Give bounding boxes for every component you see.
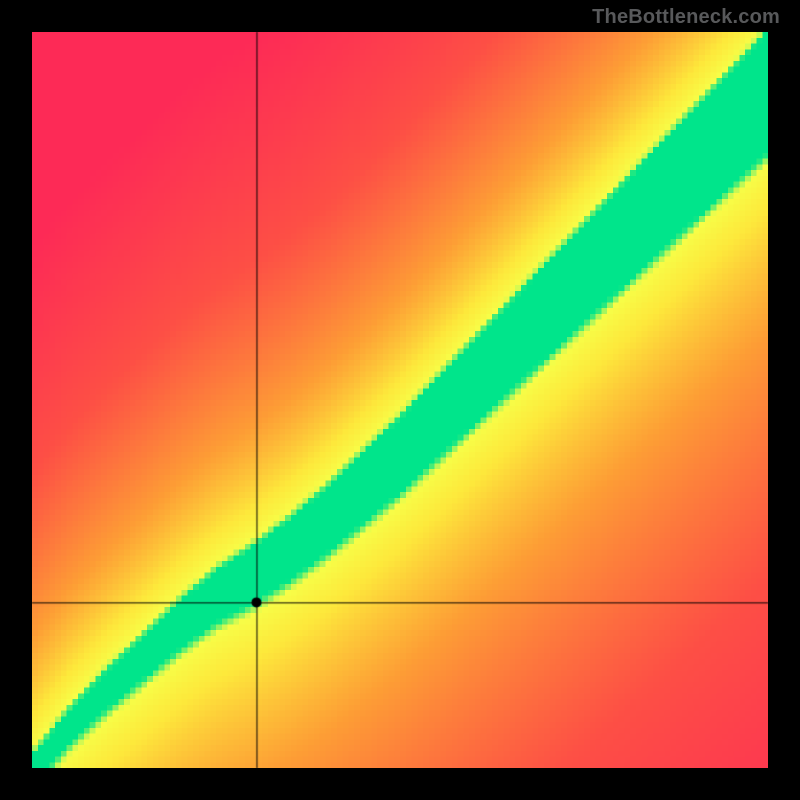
crosshair-overlay: [0, 0, 800, 800]
chart-container: TheBottleneck.com: [0, 0, 800, 800]
watermark-text: TheBottleneck.com: [592, 6, 780, 29]
